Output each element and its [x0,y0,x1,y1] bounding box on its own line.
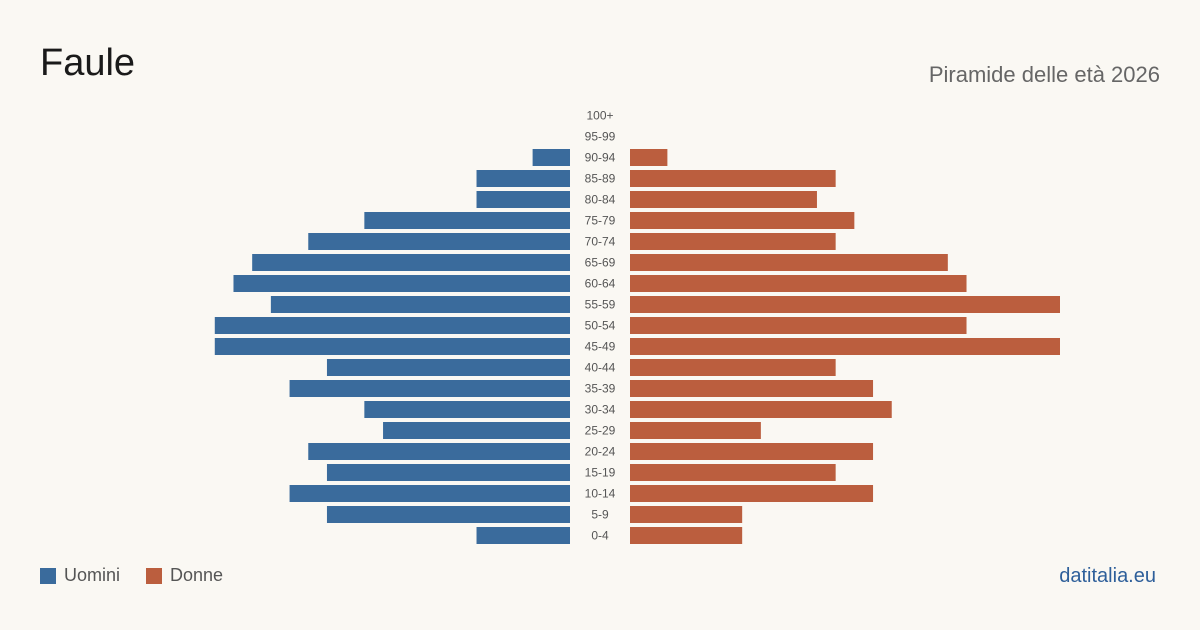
bar-women-40-44 [630,359,836,376]
age-label-0-4: 0-4 [591,529,609,543]
legend-item-men: Uomini [40,565,120,586]
age-label-75-79: 75-79 [585,214,616,228]
brand-link[interactable]: datitalia.eu [1059,565,1156,587]
legend: Uomini Donne [40,565,223,586]
age-label-95-99: 95-99 [585,130,616,144]
age-label-10-14: 10-14 [585,487,616,501]
bar-women-25-29 [630,422,761,439]
age-label-45-49: 45-49 [585,340,616,354]
chart-subtitle: Piramide delle età 2026 [928,62,1160,87]
bar-women-30-34 [630,401,892,418]
bar-women-35-39 [630,380,874,397]
age-label-5-9: 5-9 [591,508,609,522]
bar-men-35-39 [289,380,570,397]
bar-women-55-59 [630,296,1060,313]
bar-men-25-29 [383,422,570,439]
bar-men-50-54 [214,317,571,334]
bar-women-0-4 [630,527,743,544]
bar-men-15-19 [326,464,570,481]
bar-men-60-64 [233,275,570,292]
legend-swatch-men [40,567,56,584]
bar-women-60-64 [630,275,967,292]
age-label-30-34: 30-34 [585,403,616,417]
bar-men-55-59 [270,296,570,313]
bar-women-65-69 [630,254,948,271]
bar-men-80-84 [476,191,570,208]
legend-item-women: Donne [146,565,223,586]
age-label-20-24: 20-24 [585,445,616,459]
bar-men-40-44 [326,359,570,376]
bar-women-50-54 [630,317,967,334]
bar-women-70-74 [630,233,836,250]
bar-men-10-14 [289,485,570,502]
bar-women-45-49 [630,338,1060,355]
bar-women-15-19 [630,464,836,481]
age-label-90-94: 90-94 [585,151,616,165]
bar-men-85-89 [476,170,570,187]
bar-women-75-79 [630,212,855,229]
bar-women-90-94 [630,149,668,166]
bar-men-30-34 [364,401,570,418]
bar-women-10-14 [630,485,874,502]
age-label-100plus: 100+ [586,109,613,123]
bar-men-70-74 [308,233,570,250]
legend-label-women: Donne [170,565,224,585]
age-label-80-84: 80-84 [585,193,616,207]
bar-women-80-84 [630,191,817,208]
bar-women-20-24 [630,443,874,460]
bar-men-90-94 [532,149,570,166]
legend-label-men: Uomini [64,565,121,585]
age-label-35-39: 35-39 [585,382,616,396]
age-label-40-44: 40-44 [585,361,616,375]
bar-men-45-49 [214,338,571,355]
age-label-70-74: 70-74 [585,235,616,249]
age-label-55-59: 55-59 [585,298,616,312]
age-label-50-54: 50-54 [585,319,616,333]
age-label-85-89: 85-89 [585,172,616,186]
age-label-60-64: 60-64 [585,277,616,291]
bar-women-5-9 [630,506,743,523]
bar-men-75-79 [364,212,570,229]
bar-men-0-4 [476,527,570,544]
bar-men-5-9 [326,506,570,523]
bar-men-20-24 [308,443,570,460]
bar-women-85-89 [630,170,836,187]
age-label-65-69: 65-69 [585,256,616,270]
legend-swatch-women [146,567,163,584]
chart-title: Faule [40,42,136,84]
bar-men-65-69 [252,254,570,271]
age-label-15-19: 15-19 [585,466,616,480]
age-label-25-29: 25-29 [585,424,616,438]
